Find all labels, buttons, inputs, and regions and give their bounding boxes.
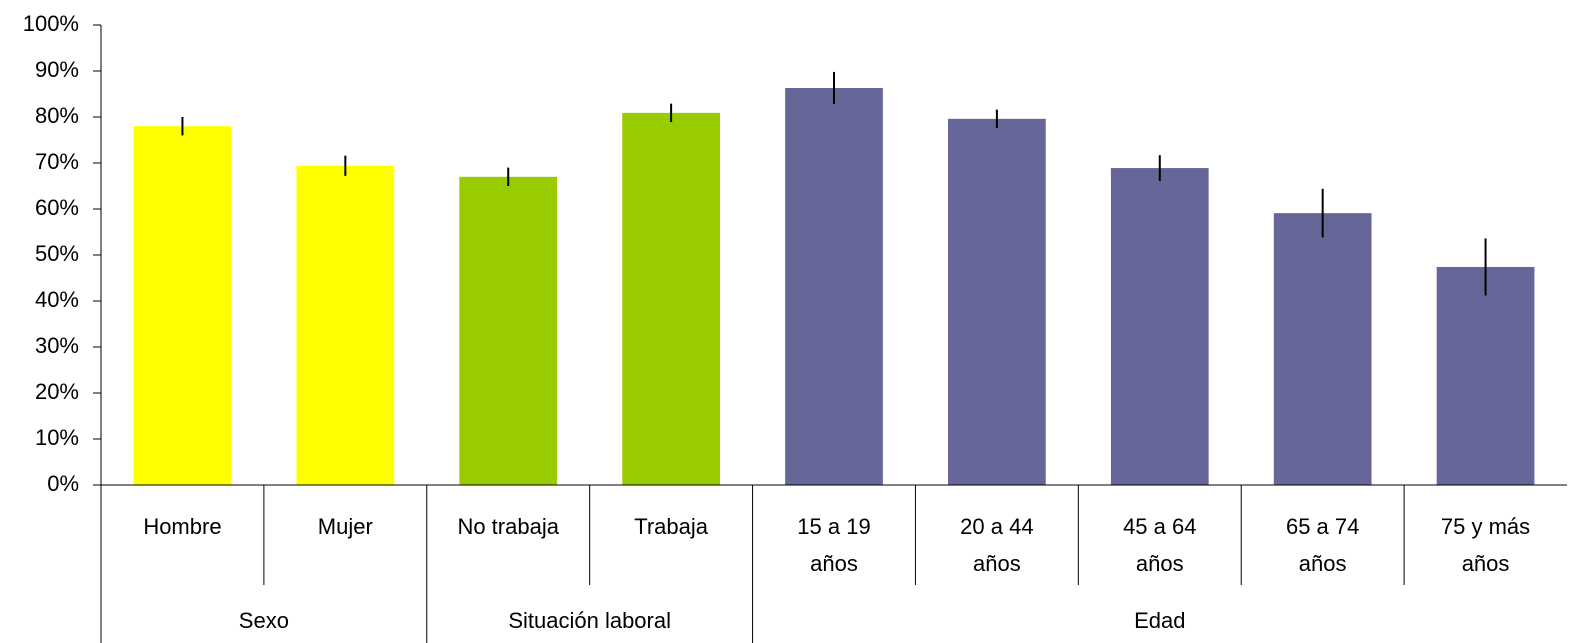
x-tick-label: No trabaja — [457, 514, 559, 539]
y-tick-label: 40% — [35, 287, 79, 312]
group-label: Situación laboral — [508, 608, 671, 633]
x-tick-label: 20 a 44 años — [960, 514, 1034, 576]
bar — [1273, 213, 1372, 485]
y-tick-label: 0% — [47, 471, 79, 496]
y-tick-label: 80% — [35, 103, 79, 128]
y-tick-label: 20% — [35, 379, 79, 404]
group-label: Edad — [1134, 608, 1185, 633]
group-label: Sexo — [239, 608, 289, 633]
bar — [1436, 266, 1535, 485]
x-tick-label: 45 a 64 años — [1123, 514, 1197, 576]
bar — [459, 176, 558, 486]
bar — [785, 88, 883, 486]
bar — [948, 118, 1046, 485]
bar — [1110, 168, 1209, 485]
bar — [622, 112, 720, 486]
bar — [296, 165, 395, 485]
x-tick-label: Trabaja — [634, 514, 708, 539]
y-tick-label: 100% — [23, 11, 79, 36]
x-tick-label: 65 a 74 años — [1285, 514, 1360, 576]
y-tick-label: 60% — [35, 195, 79, 220]
x-tick-label: 15 a 19 años — [797, 514, 871, 576]
x-tick-label: 75 y más años — [1440, 514, 1531, 576]
y-tick-label: 30% — [35, 333, 79, 358]
y-tick-label: 70% — [35, 149, 79, 174]
x-tick-label: Hombre — [143, 514, 222, 539]
x-tick-label: Mujer — [317, 514, 373, 539]
y-tick-label: 90% — [35, 57, 79, 82]
bar — [133, 126, 232, 485]
y-tick-label: 10% — [35, 425, 79, 450]
y-tick-label: 50% — [35, 241, 79, 266]
